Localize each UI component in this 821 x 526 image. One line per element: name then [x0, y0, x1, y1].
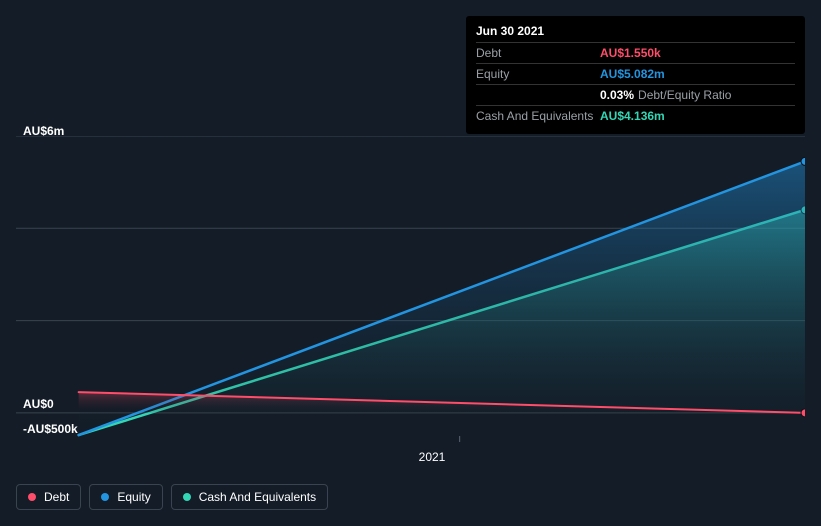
legend-swatch: [28, 493, 36, 501]
tooltip-suffix: Debt/Equity Ratio: [638, 88, 731, 102]
tooltip-row-cash: Cash And Equivalents AU$4.136m: [476, 106, 795, 126]
legend-label: Cash And Equivalents: [199, 490, 316, 504]
tooltip-label: Debt: [476, 45, 600, 61]
tooltip-label: [476, 87, 600, 103]
tooltip-row-debt: Debt AU$1.550k: [476, 43, 795, 64]
tooltip-value-wrap: 0.03% Debt/Equity Ratio: [600, 87, 731, 103]
legend-item-cash[interactable]: Cash And Equivalents: [171, 484, 328, 510]
series-end-marker: [801, 157, 805, 165]
legend-item-equity[interactable]: Equity: [89, 484, 162, 510]
chart-container: { "chart": { "type": "area-line", "backg…: [0, 0, 821, 526]
chart-area[interactable]: [16, 136, 805, 436]
tooltip-value: AU$4.136m: [600, 108, 665, 124]
legend-swatch: [101, 493, 109, 501]
tooltip-date: Jun 30 2021: [476, 24, 795, 43]
tooltip-value: AU$5.082m: [600, 66, 665, 82]
tooltip-label: Equity: [476, 66, 600, 82]
chart-tooltip: Jun 30 2021 Debt AU$1.550k Equity AU$5.0…: [466, 16, 805, 134]
tooltip-row-ratio: 0.03% Debt/Equity Ratio: [476, 85, 795, 106]
tooltip-value: AU$1.550k: [600, 45, 661, 61]
legend-item-debt[interactable]: Debt: [16, 484, 81, 510]
legend-swatch: [183, 493, 191, 501]
legend-label: Equity: [117, 490, 150, 504]
tooltip-value: 0.03%: [600, 88, 634, 102]
legend-label: Debt: [44, 490, 69, 504]
legend: Debt Equity Cash And Equivalents: [16, 484, 328, 510]
tooltip-row-equity: Equity AU$5.082m: [476, 64, 795, 85]
tooltip-label: Cash And Equivalents: [476, 108, 600, 124]
chart-svg: [16, 136, 805, 444]
x-axis-tick-label: 2021: [419, 450, 446, 464]
series-end-marker: [801, 409, 805, 417]
